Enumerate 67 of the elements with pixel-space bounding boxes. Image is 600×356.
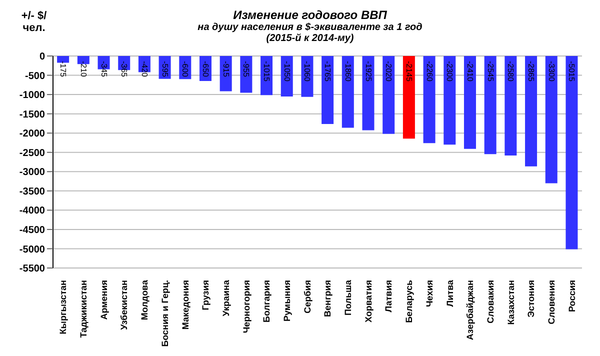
data-label: -1060	[302, 61, 312, 82]
data-label: -1765	[323, 61, 332, 82]
y-tick-label: -5500	[19, 264, 46, 275]
x-tick-label: Украина	[220, 279, 231, 316]
y-tick-label: -3000	[19, 167, 46, 178]
data-label: -955	[242, 61, 251, 78]
y-tick-label: -4000	[19, 206, 46, 217]
x-tick-label: Эстония	[526, 280, 536, 318]
x-tick-label: Армения	[98, 280, 109, 320]
x-tick-label: Сербия	[302, 280, 312, 314]
data-label: -1015	[262, 61, 272, 82]
y-tick-label: -5000	[19, 244, 46, 256]
data-label: -2865	[526, 61, 536, 82]
data-label: -650	[200, 61, 210, 78]
x-tick-label: Болгария	[262, 280, 272, 322]
y-tick-label: -1000	[19, 90, 46, 102]
data-label: -1050	[282, 61, 292, 82]
y-axis-title: +/- $/чел.	[20, 10, 48, 34]
data-label: -345	[99, 61, 108, 78]
x-tick-label: Македония	[180, 280, 190, 330]
y-tick-label: -1500	[19, 109, 46, 120]
data-label: -2580	[506, 61, 516, 82]
data-label: -915	[221, 61, 230, 78]
data-label: -2020	[384, 61, 394, 82]
y-tick-label: -2500	[19, 148, 46, 159]
x-tick-label: Латвия	[384, 280, 394, 312]
x-tick-label: Черногория	[241, 280, 252, 334]
data-label: -600	[180, 61, 190, 78]
data-label: -595	[160, 61, 170, 78]
data-label: -5015	[567, 61, 576, 82]
chart-title: Изменение годового ВВП	[233, 8, 387, 22]
data-label: -2545	[486, 61, 495, 82]
data-label: -2260	[424, 61, 434, 82]
data-label: -2410	[465, 61, 474, 82]
x-tick-label: Чехия	[424, 280, 434, 307]
x-tick-label: Словения	[546, 280, 556, 324]
x-tick-label: Румыния	[282, 280, 292, 322]
x-tick-label: Россия	[566, 280, 577, 312]
x-tick-label: Босния и Герц.	[160, 280, 170, 347]
y-tick-label: 0	[39, 52, 46, 63]
x-tick-label: Казахстан	[506, 280, 516, 325]
x-tick-label: Беларусь	[404, 280, 414, 323]
data-label: -1925	[364, 61, 373, 82]
y-tick-label: -2000	[19, 128, 46, 140]
y-tick-label: -500	[24, 70, 46, 82]
chart-subtitle: на душу населения в $-эквиваленте за 1 год (2015-й к 2014-му)	[196, 22, 424, 44]
y-tick-label: -3500	[19, 186, 46, 198]
x-tick-label: Польша	[343, 279, 354, 316]
data-label: -3300	[546, 61, 556, 82]
data-label: -420	[140, 61, 149, 78]
x-tick-label: Молдова	[140, 279, 150, 320]
x-tick-label: Кыргызстан	[58, 280, 68, 334]
data-label: -365	[120, 61, 129, 78]
data-label: -2145	[404, 61, 414, 82]
data-label: -210	[78, 61, 88, 78]
x-tick-label: Венгрия	[322, 280, 333, 317]
x-tick-label: Литва	[444, 279, 455, 307]
y-tick-label: -4500	[19, 225, 46, 236]
x-tick-label: Узбекистан	[119, 280, 130, 330]
data-label: -1860	[343, 61, 352, 82]
data-label: -2300	[445, 61, 454, 82]
x-tick-label: Грузия	[200, 280, 211, 310]
x-tick-label: Таджикистан	[78, 280, 89, 338]
x-tick-label: Хорватия	[363, 280, 374, 322]
x-tick-label: Азербайджан	[465, 280, 476, 340]
data-label: -175	[58, 61, 68, 78]
x-tick-label: Словакия	[485, 280, 496, 324]
